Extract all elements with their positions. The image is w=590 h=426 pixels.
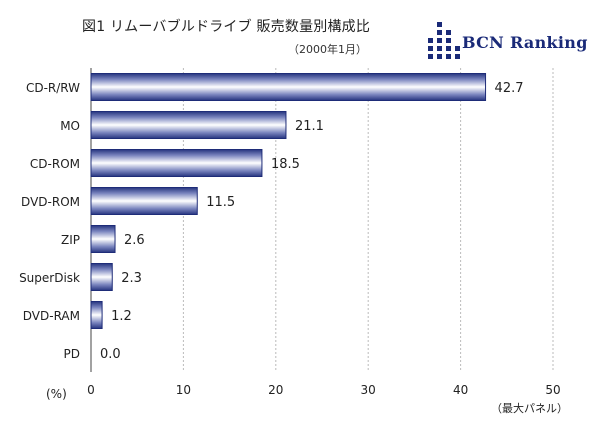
category-label: SuperDisk	[19, 271, 80, 285]
category-labels: CD-R/RW MO CD-ROM DVD-ROM ZIP SuperDisk DVD-RA…	[19, 81, 80, 361]
max-panel-note: （最大パネル）	[491, 401, 568, 415]
bar	[90, 149, 263, 177]
value-label: 18.5	[271, 157, 300, 172]
chart-title: 図1 リムーバブルドライブ 販売数量別構成比	[82, 19, 371, 35]
bar	[90, 263, 113, 291]
bar	[90, 187, 198, 215]
bars	[90, 73, 487, 329]
category-label: ZIP	[61, 233, 80, 247]
category-label: DVD-RAM	[23, 309, 80, 323]
category-label: CD-ROM	[30, 157, 80, 171]
category-label: MO	[60, 119, 80, 133]
x-tick-label: 10	[176, 383, 191, 397]
chart-subtitle: （2000年1月）	[288, 43, 367, 56]
bar	[90, 301, 103, 329]
x-tick-label: 20	[268, 383, 283, 397]
x-tick-labels: 0 10 20 30 40 50	[87, 383, 560, 397]
bar	[90, 111, 287, 139]
value-label: 21.1	[295, 119, 324, 134]
value-label: 2.6	[124, 233, 145, 248]
x-tick-label: 50	[545, 383, 560, 397]
bar	[90, 73, 487, 101]
x-tick-label: 30	[361, 383, 376, 397]
value-label: 2.3	[121, 271, 142, 286]
category-label: PD	[64, 347, 80, 361]
bar	[90, 225, 116, 253]
category-label: DVD-ROM	[21, 195, 80, 209]
x-tick-label: 40	[453, 383, 468, 397]
bcn-logo-mark	[428, 22, 460, 59]
value-label: 0.0	[100, 347, 121, 362]
x-unit-label: (%)	[46, 387, 67, 401]
value-label: 1.2	[111, 309, 132, 324]
x-tick-label: 0	[87, 383, 95, 397]
value-labels: 42.7 21.1 18.5 11.5 2.6 2.3 1.2 0.0	[100, 81, 524, 362]
value-label: 11.5	[206, 195, 235, 210]
value-label: 42.7	[495, 81, 524, 96]
category-label: CD-R/RW	[26, 81, 80, 95]
bcn-logo-text: BCN Ranking	[462, 33, 588, 52]
